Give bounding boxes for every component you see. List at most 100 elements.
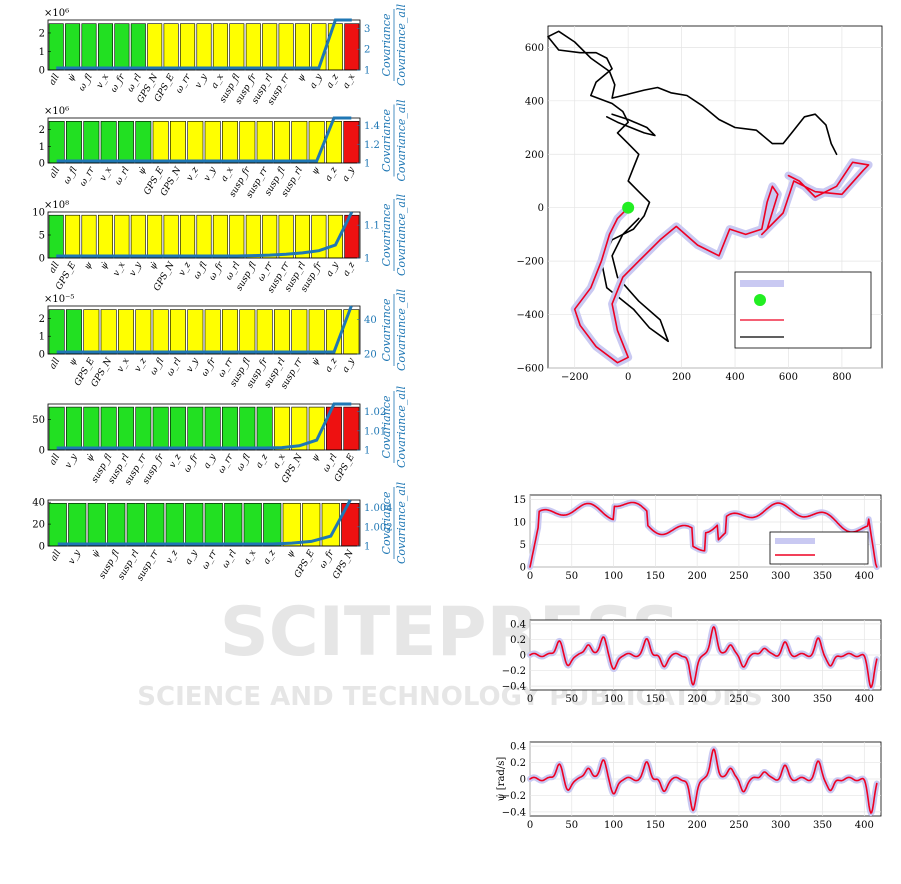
- bar: [180, 214, 196, 259]
- category-label: ψ: [310, 452, 323, 464]
- bar: [66, 406, 82, 451]
- category-label: v_y: [185, 356, 201, 374]
- bar: [114, 23, 130, 71]
- y-tick-label: 0.4: [510, 619, 526, 630]
- y-tick-label: 600: [525, 43, 544, 54]
- category-label: ψ̇: [85, 452, 98, 464]
- category-label: a_y: [184, 548, 201, 567]
- covariance-ratio-line: [56, 116, 352, 163]
- y-tick-label: 0: [39, 446, 45, 457]
- category-label: ψ: [310, 165, 323, 177]
- bar: [204, 121, 221, 164]
- bar: [147, 23, 163, 71]
- bar: [135, 406, 152, 451]
- category-label: ω_fr: [208, 260, 227, 282]
- x-tick-label: 150: [646, 694, 665, 705]
- category-label: ψ̇: [90, 548, 103, 560]
- estimated-speed-line: [529, 501, 878, 568]
- y2-label-denominator: Covariance_all: [395, 194, 408, 276]
- map-legend: [734, 271, 872, 349]
- axes-frame: [47, 403, 361, 451]
- bar: [107, 502, 126, 547]
- bar: [48, 502, 67, 547]
- estimated-yaw-line: [529, 748, 878, 814]
- y-exponent-label: ×10⁶: [44, 106, 69, 117]
- bar: [114, 214, 130, 259]
- y2-label-denominator: Covariance_all: [395, 289, 408, 371]
- bar: [170, 406, 186, 451]
- yaw-rate-timeseries-chart-b: 0 50 100 150 200 250 300 350 400 0.4 0.2 0 −0.2 −0.4 ψ…: [496, 741, 882, 831]
- y2-label-numerator: Covariance: [380, 491, 393, 554]
- category-label: a_z: [254, 452, 270, 470]
- bar: [204, 406, 221, 451]
- bar: [126, 502, 145, 547]
- bar: [245, 214, 261, 259]
- covariance-ratio-line: [57, 499, 352, 546]
- category-label: a_y: [341, 165, 358, 184]
- x-tick-label: 300: [771, 571, 790, 582]
- category-label: ψ: [285, 548, 298, 560]
- estimated-track-line: [573, 161, 870, 364]
- category-label: ψ: [296, 72, 309, 84]
- y-tick-label: 5: [520, 540, 526, 551]
- y-tick-label: 15: [513, 495, 526, 506]
- y-exponent-label: ×10⁶: [44, 8, 69, 19]
- category-label: ψ: [83, 260, 96, 272]
- y-tick-label: 40: [32, 498, 45, 509]
- bar: [222, 121, 238, 164]
- category-label: v_x: [98, 166, 114, 184]
- y2-tick-label: 1.1: [364, 221, 380, 232]
- category-label: v_x: [95, 73, 111, 91]
- category-label: GPS_E: [293, 548, 317, 580]
- y2-tick-label: 2: [364, 45, 370, 56]
- bar: [185, 502, 204, 547]
- bar: [256, 309, 273, 355]
- y2-tick-label: 1.2: [364, 140, 380, 151]
- y2-axis-label: Covariance Covariance_all: [380, 386, 408, 468]
- y-tick-label: −0.2: [502, 791, 526, 802]
- y-tick-label: 20: [32, 520, 45, 531]
- bar: [187, 309, 204, 355]
- x-tick-label: −200: [561, 372, 588, 383]
- bar: [118, 406, 134, 451]
- category-label: a_y: [202, 452, 219, 471]
- bar: [180, 23, 196, 71]
- y-tick-label: 10: [513, 518, 526, 529]
- category-label: all: [48, 260, 62, 275]
- bar: [98, 214, 114, 259]
- y-tick-label: 0: [520, 563, 526, 574]
- bar: [100, 121, 117, 164]
- category-label: v_y: [128, 260, 144, 278]
- y-tick-label: −200: [517, 257, 544, 268]
- bar: [135, 121, 152, 164]
- axes-frame: [47, 305, 361, 355]
- bar: [87, 502, 106, 547]
- bar: [343, 121, 360, 164]
- category-label: v_y: [64, 452, 80, 470]
- category-label: all: [49, 548, 63, 563]
- bar: [66, 121, 82, 164]
- bar: [212, 23, 228, 71]
- bar: [100, 406, 117, 451]
- yaw-rate-timeseries-chart-a: 0 50 100 150 200 250 300 350 400 0.4 0.2 0 −0.2 −0.4: [502, 619, 882, 705]
- bar: [325, 309, 342, 355]
- y2-tick-label: 1.004: [364, 503, 393, 514]
- x-tick-label: 200: [688, 820, 707, 831]
- category-label: a_z: [324, 165, 340, 183]
- y-tick-label: 0: [39, 159, 45, 170]
- bar: [294, 23, 310, 71]
- axes-frame: [47, 499, 361, 547]
- start-marker: [622, 201, 635, 214]
- x-tick-label: 200: [688, 694, 707, 705]
- bar: [343, 406, 360, 451]
- category-label: ψ̇: [148, 260, 161, 272]
- bar: [48, 309, 65, 355]
- bar: [152, 309, 169, 355]
- covariance-ratio-line: [56, 211, 354, 258]
- y-tick-label: 0: [39, 542, 45, 553]
- bar: [282, 502, 301, 547]
